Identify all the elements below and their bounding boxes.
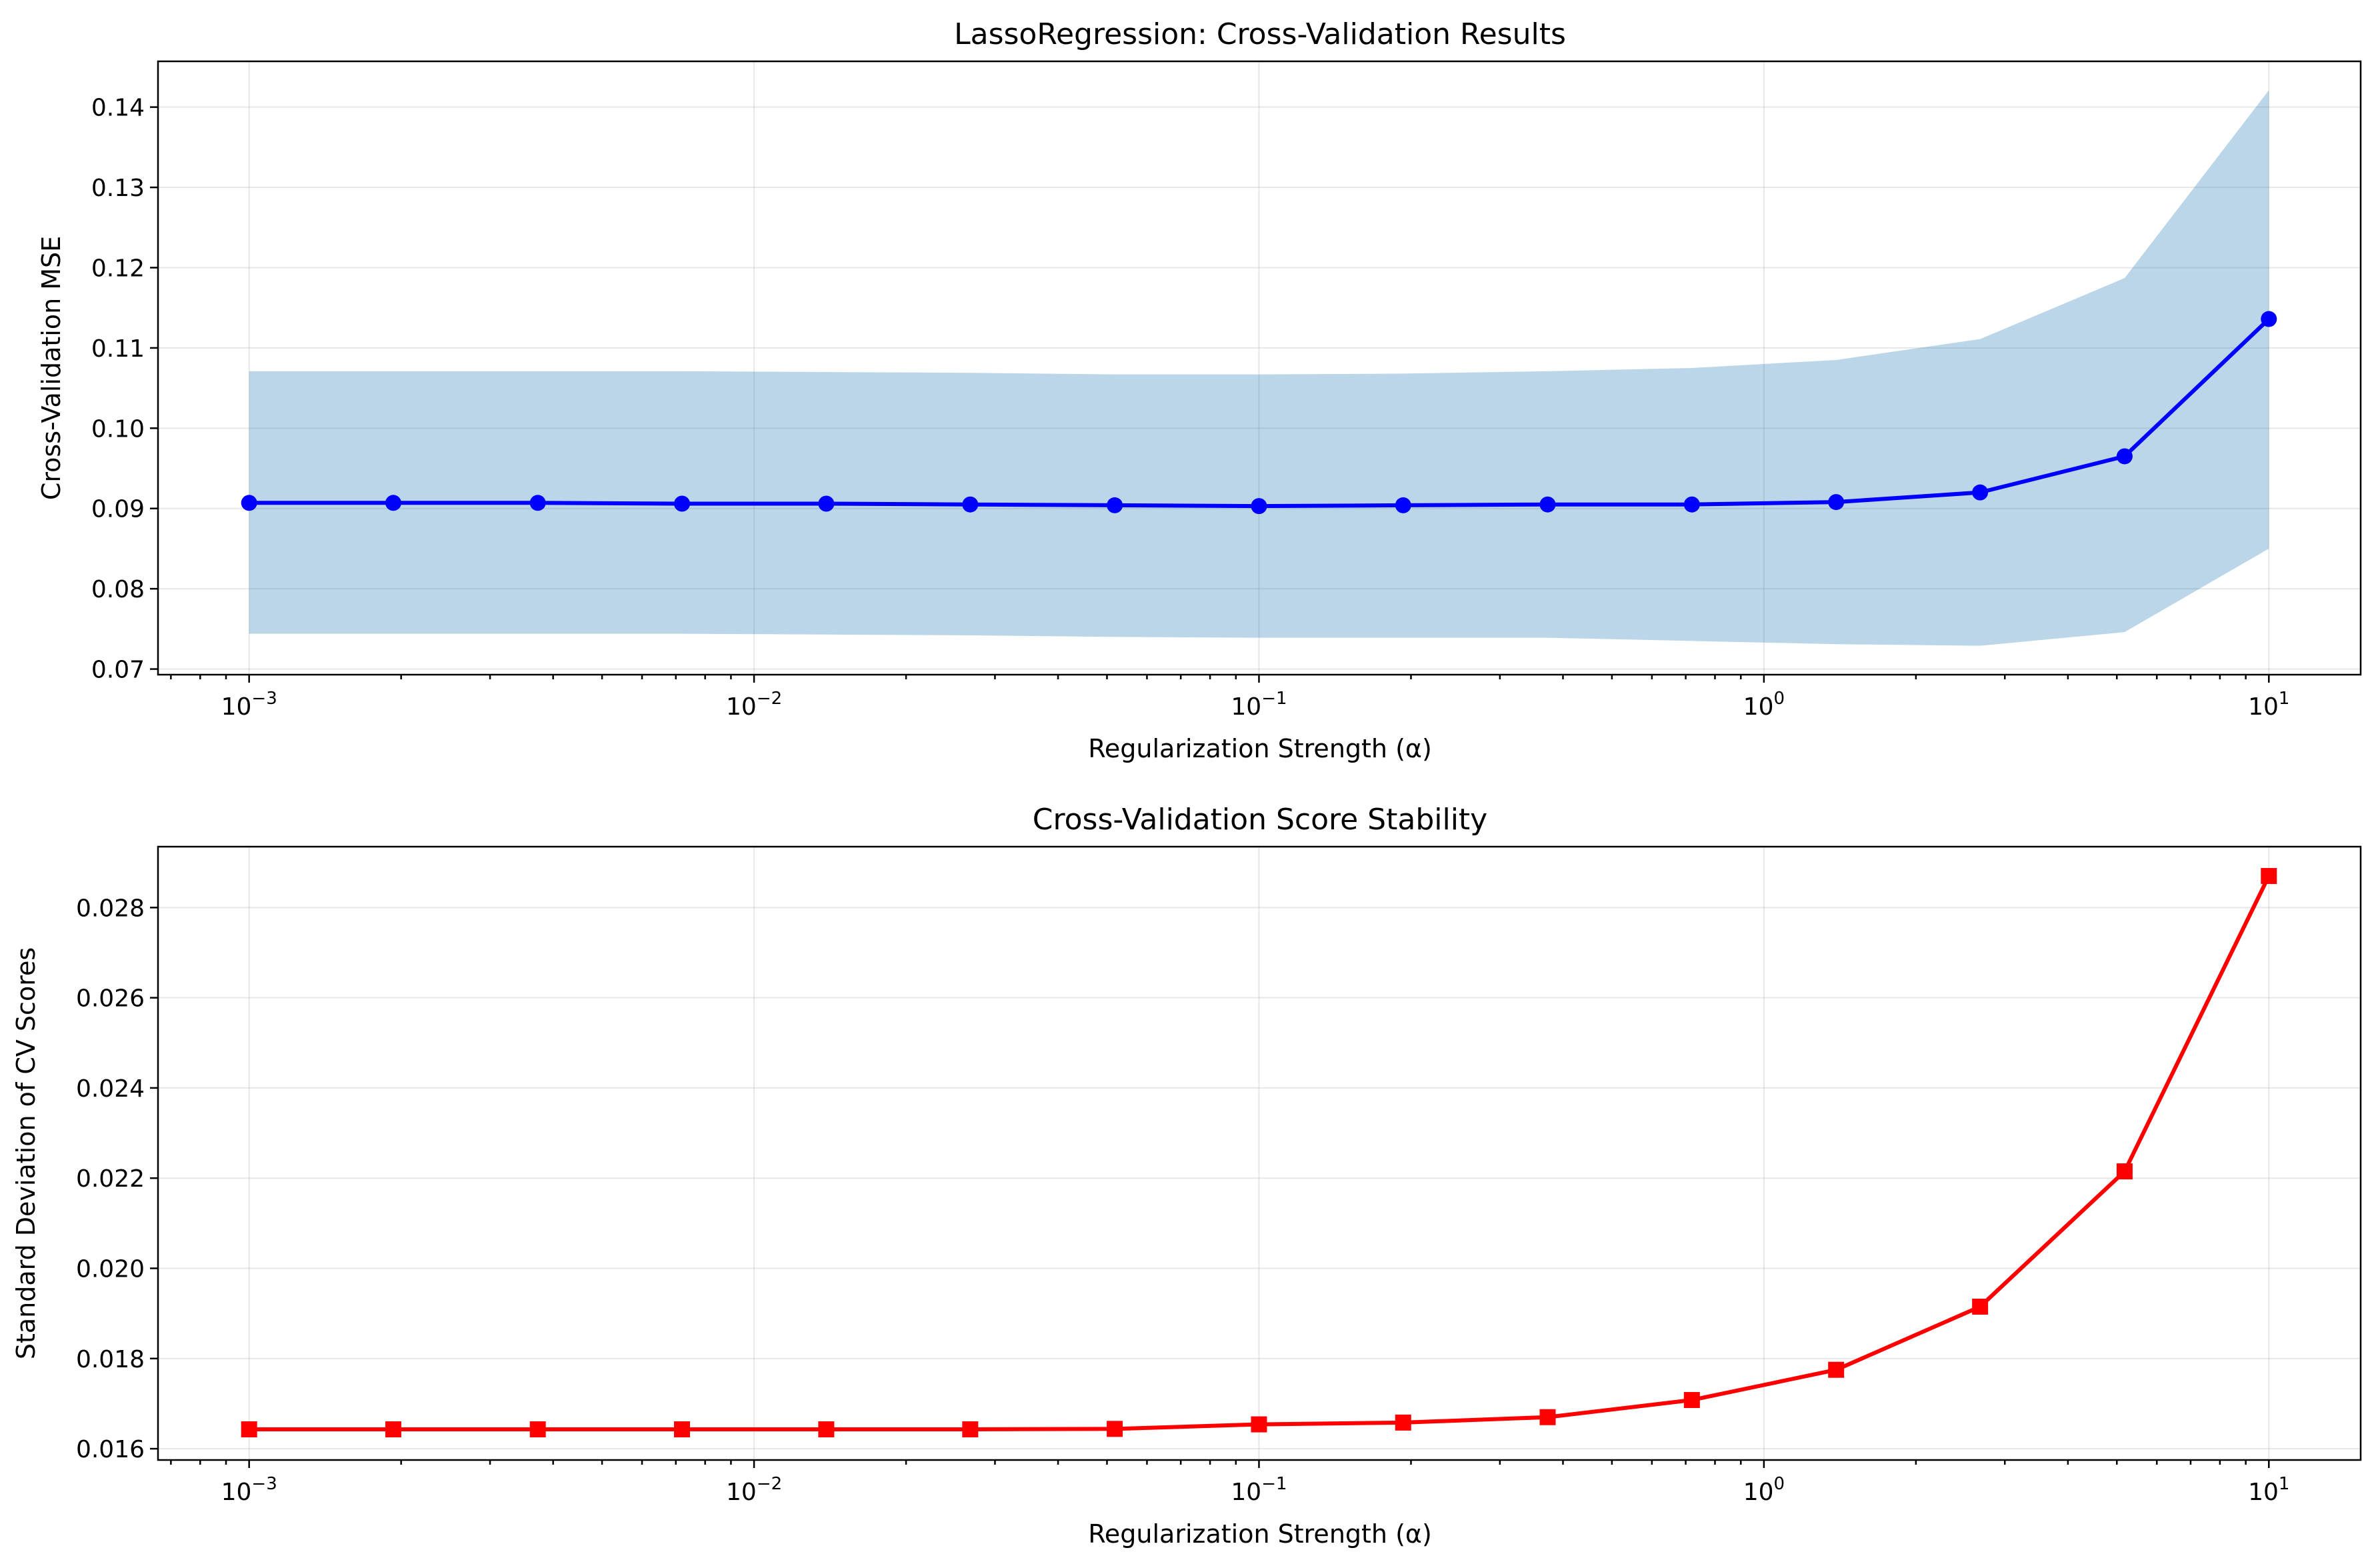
top-chart-y-tick-label: 0.09 (91, 496, 145, 523)
bottom-chart-title: Cross-Validation Score Stability (1033, 803, 1487, 837)
top-chart-data-point (1539, 496, 1556, 513)
bottom-chart-y-tick-label: 0.020 (76, 1256, 145, 1283)
top-chart-data-point (1251, 498, 1267, 515)
top-chart-x-axis-label: Regularization Strength (α) (1088, 734, 1432, 763)
top-chart-y-tick-label: 0.08 (91, 576, 145, 603)
bottom-chart-y-tick-label: 0.018 (76, 1346, 145, 1373)
bottom-chart-data-point (1972, 1299, 1989, 1315)
bottom-chart-data-point (2116, 1163, 2133, 1180)
bottom-chart-data-point (2261, 867, 2277, 884)
top-chart-data-point (1828, 494, 1845, 511)
bottom-chart-data-point (1828, 1361, 1845, 1378)
bottom-chart-data-point (1107, 1421, 1123, 1437)
top-chart-data-point (1972, 484, 1989, 501)
bottom-chart-x-tick-label: 101 (2248, 1474, 2289, 1506)
bottom-chart-y-tick-label: 0.024 (76, 1075, 145, 1103)
bottom-chart-y-tick-label: 0.022 (76, 1165, 145, 1193)
bottom-chart-data-point (674, 1421, 691, 1437)
bottom-chart-data-point (1251, 1416, 1267, 1433)
bottom-chart-data-point (385, 1421, 401, 1437)
top-chart-x-tick-label: 100 (1743, 689, 1785, 721)
top-chart-y-axis-label: Cross-Validation MSE (37, 236, 66, 500)
top-chart-data-point (1107, 497, 1123, 513)
bottom-chart-data-point (1683, 1392, 1700, 1409)
top-chart-x-tick-label: 10−1 (1231, 689, 1287, 721)
top-chart-data-point (1395, 497, 1411, 513)
bottom-chart-data-point (818, 1421, 835, 1437)
top-chart-data-point (2261, 311, 2277, 327)
top-chart-cv-mse: LassoRegression: Cross-Validation Result… (37, 17, 2362, 763)
top-chart-title: LassoRegression: Cross-Validation Result… (954, 17, 1566, 51)
top-chart-data-point (1683, 496, 1700, 513)
bottom-chart-x-tick-label: 10−1 (1231, 1474, 1287, 1506)
bottom-chart-y-tick-label: 0.028 (76, 895, 145, 922)
top-chart-y-tick-label: 0.10 (91, 415, 145, 443)
top-chart-y-tick-label: 0.11 (91, 335, 145, 363)
top-chart-x-tick-label: 10−3 (221, 689, 277, 721)
top-chart-y-tick-label: 0.07 (91, 657, 145, 684)
top-chart-data-point (674, 495, 691, 512)
bottom-chart-x-tick-label: 10−2 (726, 1474, 782, 1506)
bottom-chart-data-point (529, 1421, 546, 1437)
bottom-chart-y-axis-label: Standard Deviation of CV Scores (11, 947, 41, 1359)
top-chart-data-point (818, 495, 835, 512)
bottom-chart-cv-stability: Cross-Validation Score Stability 10−3 10−… (11, 803, 2362, 1549)
top-chart-y-tick-label: 0.13 (91, 175, 145, 202)
top-chart-x-tick-label: 10−2 (726, 689, 782, 721)
top-chart-data-point (2116, 448, 2133, 465)
bottom-chart-x-tick-label: 10−3 (221, 1474, 277, 1506)
top-chart-std-band (249, 90, 2269, 646)
bottom-chart-data-point (241, 1421, 257, 1437)
top-chart-x-tick-label: 101 (2248, 689, 2289, 721)
top-chart-y-tick-label: 0.12 (91, 255, 145, 282)
bottom-chart-x-axis-label: Regularization Strength (α) (1088, 1519, 1432, 1549)
bottom-chart-y-tick-label: 0.016 (76, 1436, 145, 1463)
top-chart-y-tick-label: 0.14 (91, 95, 145, 122)
bottom-chart-data-point (1395, 1414, 1411, 1431)
top-chart-data-point (962, 496, 979, 513)
top-chart-data-point (385, 495, 401, 511)
bottom-chart-y-tick-label: 0.026 (76, 985, 145, 1013)
top-chart-data-point (241, 495, 257, 511)
bottom-chart-data-point (1539, 1409, 1556, 1425)
top-chart-data-point (529, 495, 546, 511)
bottom-chart-x-tick-label: 100 (1743, 1474, 1785, 1506)
bottom-chart-data-point (962, 1421, 979, 1437)
